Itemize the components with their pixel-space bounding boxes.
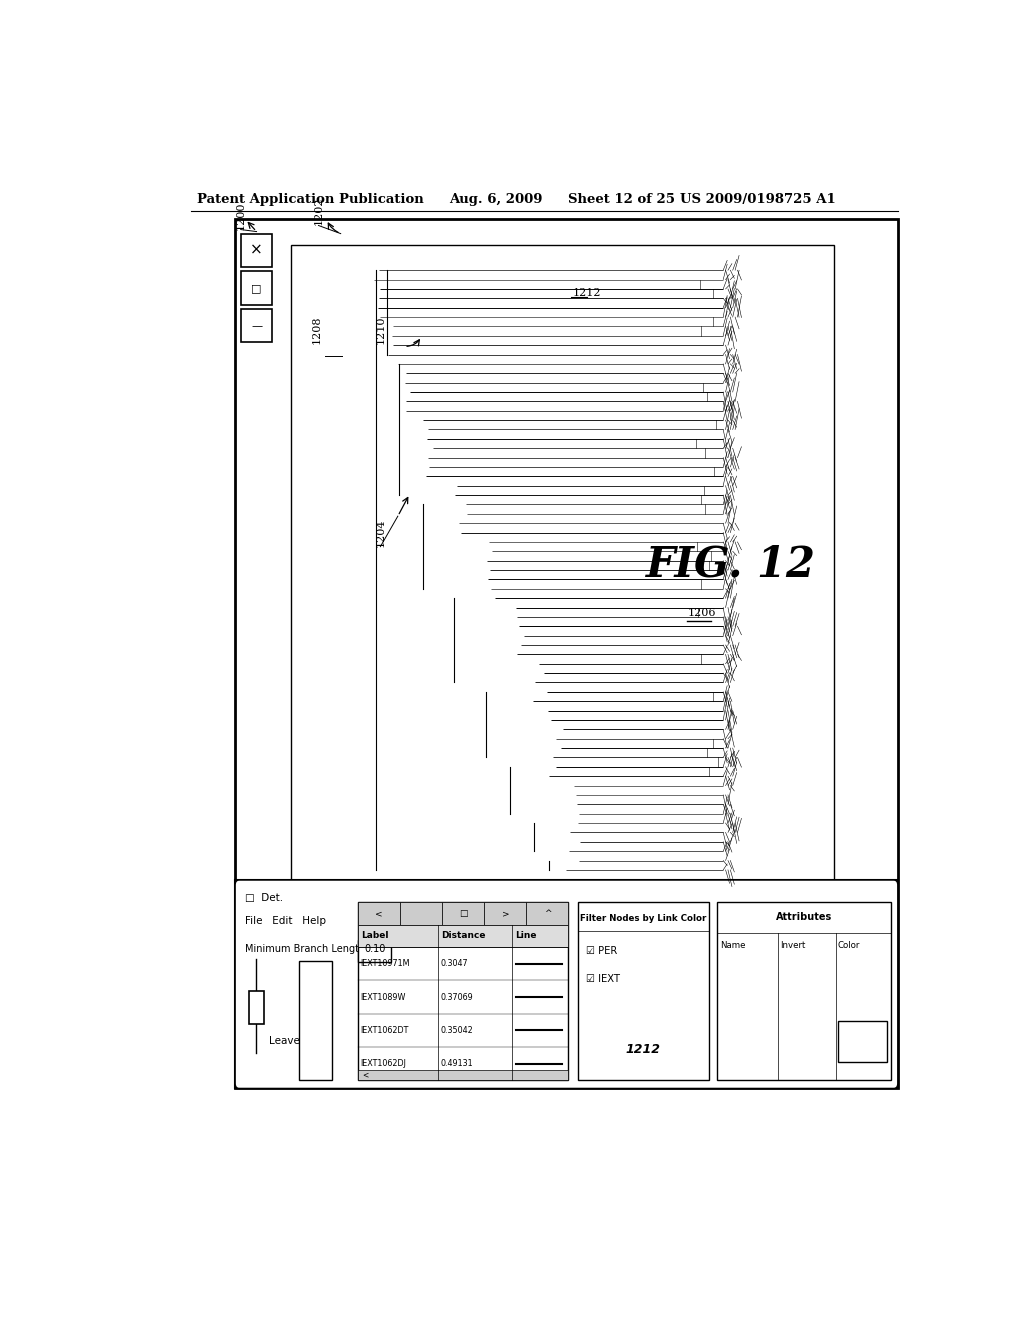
- Bar: [400, 903, 442, 925]
- Text: Label: Label: [361, 932, 389, 940]
- Text: 1200: 1200: [236, 201, 246, 230]
- Text: IEXT1062DT: IEXT1062DT: [360, 1026, 409, 1035]
- Text: 1208: 1208: [312, 315, 322, 345]
- Bar: [838, 1022, 888, 1063]
- FancyBboxPatch shape: [236, 880, 898, 1089]
- Bar: [236, 880, 898, 1089]
- Text: FIG. 12: FIG. 12: [646, 544, 816, 586]
- Text: Attributes: Attributes: [776, 912, 833, 921]
- Bar: [291, 244, 835, 886]
- Text: Invert: Invert: [780, 941, 806, 949]
- Text: □  Det.: □ Det.: [245, 894, 283, 903]
- Text: US 2009/0198725 A1: US 2009/0198725 A1: [680, 193, 836, 206]
- Text: Filter Nodes by Link Color: Filter Nodes by Link Color: [581, 915, 707, 923]
- Text: Distance: Distance: [441, 932, 485, 940]
- Text: IEXT1089W: IEXT1089W: [360, 993, 406, 1002]
- Text: —: —: [251, 321, 262, 330]
- Text: 1212: 1212: [626, 1043, 660, 1056]
- Text: Aug. 6, 2009: Aug. 6, 2009: [450, 193, 543, 206]
- Text: IEXT10971M: IEXT10971M: [360, 960, 410, 969]
- Text: 0.3047: 0.3047: [440, 960, 468, 969]
- Bar: [442, 903, 484, 925]
- Text: ×: ×: [250, 243, 263, 257]
- Bar: [358, 925, 568, 948]
- Bar: [358, 903, 400, 925]
- Text: Name: Name: [720, 941, 745, 949]
- Text: >: >: [502, 909, 509, 919]
- Bar: [299, 961, 332, 1080]
- Text: □: □: [251, 282, 262, 293]
- Text: Minimum Branch Length:: Minimum Branch Length:: [245, 944, 369, 954]
- Bar: [236, 219, 898, 1089]
- Text: ^: ^: [544, 909, 551, 919]
- Text: File   Edit   Help: File Edit Help: [245, 916, 326, 925]
- Bar: [250, 991, 264, 1024]
- Text: Patent Application Publication: Patent Application Publication: [197, 193, 424, 206]
- Text: 1210: 1210: [376, 315, 385, 345]
- Bar: [484, 903, 526, 925]
- Text: Line: Line: [515, 932, 537, 940]
- Text: 0.35042: 0.35042: [440, 1026, 473, 1035]
- Bar: [358, 903, 568, 925]
- Bar: [242, 271, 271, 305]
- Bar: [578, 903, 709, 1080]
- Text: □: □: [459, 909, 468, 919]
- Text: 0.10: 0.10: [365, 944, 385, 954]
- Text: ☑ PER: ☑ PER: [586, 946, 617, 956]
- Bar: [717, 903, 892, 1080]
- Text: 1212: 1212: [572, 288, 601, 297]
- Bar: [358, 940, 391, 962]
- Text: IEXT1062DJ: IEXT1062DJ: [360, 1059, 407, 1068]
- Bar: [242, 309, 271, 342]
- Text: 0.49131: 0.49131: [440, 1059, 473, 1068]
- Text: 1202: 1202: [313, 197, 324, 226]
- Bar: [526, 903, 568, 925]
- Text: 0.37069: 0.37069: [440, 993, 473, 1002]
- Bar: [358, 1071, 568, 1080]
- Text: Color: Color: [838, 941, 860, 949]
- Bar: [242, 234, 271, 267]
- Text: Sheet 12 of 25: Sheet 12 of 25: [568, 193, 676, 206]
- Text: ☑ IEXT: ☑ IEXT: [586, 974, 620, 983]
- Text: <: <: [362, 1071, 369, 1080]
- Text: <: <: [376, 909, 383, 919]
- Bar: [358, 903, 568, 1080]
- Text: Leaves:: Leaves:: [269, 1036, 309, 1045]
- Text: 1206: 1206: [687, 607, 716, 618]
- Text: 1204: 1204: [376, 519, 385, 546]
